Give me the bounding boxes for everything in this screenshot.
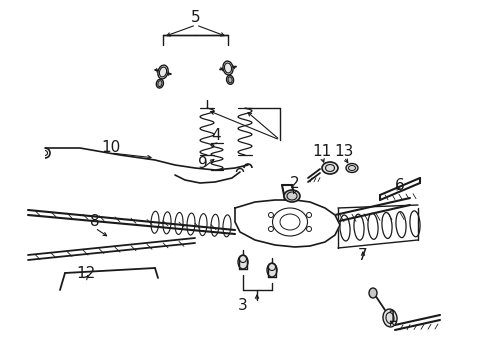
Ellipse shape (223, 61, 233, 75)
Text: 8: 8 (90, 215, 100, 230)
Ellipse shape (158, 81, 162, 86)
Text: 6: 6 (394, 177, 404, 193)
Text: 1: 1 (386, 310, 396, 325)
Ellipse shape (158, 65, 168, 79)
Text: 12: 12 (76, 266, 96, 280)
Text: 7: 7 (357, 248, 367, 262)
Polygon shape (235, 200, 339, 247)
Text: 5: 5 (191, 10, 201, 26)
Ellipse shape (321, 162, 337, 174)
Text: 10: 10 (101, 140, 121, 156)
Ellipse shape (284, 190, 299, 202)
Ellipse shape (156, 79, 163, 88)
Ellipse shape (346, 163, 357, 172)
Text: 2: 2 (289, 175, 299, 190)
Ellipse shape (382, 309, 396, 327)
Ellipse shape (227, 77, 232, 83)
Text: 9: 9 (198, 156, 207, 171)
Ellipse shape (238, 255, 247, 269)
Ellipse shape (266, 263, 276, 277)
Text: 4: 4 (211, 129, 221, 144)
Text: 11: 11 (312, 144, 331, 159)
Ellipse shape (226, 75, 233, 84)
Text: 3: 3 (238, 297, 247, 312)
Text: 13: 13 (334, 144, 353, 159)
Ellipse shape (368, 288, 376, 298)
